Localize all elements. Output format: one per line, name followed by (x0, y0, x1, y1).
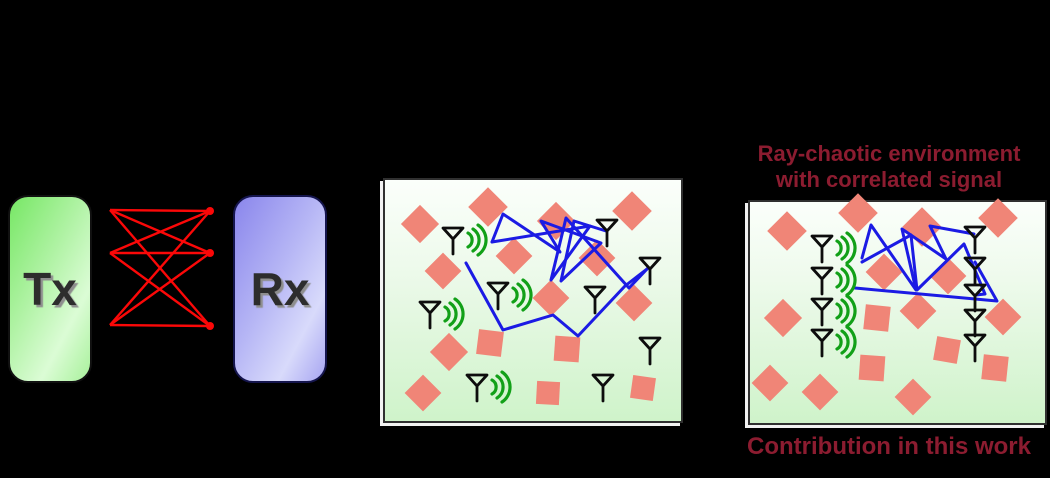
scatterer-diamond (984, 298, 1022, 336)
antenna-transmit-icon (810, 234, 834, 264)
signal-waves-icon (466, 231, 474, 249)
signal-waves-icon (476, 223, 488, 257)
scatterer-diamond (429, 332, 469, 372)
mimo-link-line (109, 208, 211, 213)
scatterer-diamond (404, 374, 442, 412)
scatterer-square (863, 304, 891, 332)
signal-waves-icon (511, 286, 519, 304)
rx-box: Rx (233, 195, 327, 383)
scatterer-diamond (763, 298, 803, 338)
mimo-arrowhead (206, 322, 214, 330)
signal-waves-icon (845, 263, 857, 297)
scatterer-diamond (495, 237, 533, 275)
mimo-link-line (109, 210, 211, 326)
rx-label: Rx (250, 263, 310, 315)
scatterer-square (476, 329, 504, 357)
signal-waves-icon (500, 370, 512, 404)
mimo-arrowhead (206, 249, 214, 257)
signal-waves-icon (845, 294, 857, 328)
antenna-transmit-icon (810, 266, 834, 296)
mimo-link-line (109, 323, 211, 328)
title-line-2: with correlated signal (775, 167, 1003, 192)
signal-waves-icon (453, 297, 465, 331)
antenna-icon (638, 256, 662, 286)
antenna-transmit-icon (441, 226, 465, 256)
scatterer-square (553, 335, 581, 363)
ray-path (853, 260, 999, 303)
scatterer-diamond (615, 284, 653, 322)
scatterer-diamond (400, 204, 440, 244)
ray-path (490, 216, 650, 290)
antenna-icon (963, 225, 987, 255)
scatterer-square (981, 354, 1009, 382)
scatterer-square (535, 380, 561, 406)
scatterer-diamond (532, 279, 570, 317)
signal-waves-icon (835, 271, 843, 289)
scatterer-square (933, 336, 961, 364)
signal-waves-icon (835, 239, 843, 257)
signal-waves-icon (840, 235, 850, 261)
signal-waves-icon (845, 325, 857, 359)
tx-box: Tx (8, 195, 92, 383)
ray-path (860, 223, 976, 292)
signal-waves-icon (840, 329, 850, 355)
scatterer-square (858, 354, 886, 382)
scatterer-diamond (838, 193, 878, 233)
scatterer-diamond (929, 257, 967, 295)
ray-path (490, 212, 608, 283)
scatterer-diamond (612, 191, 652, 231)
ray-path (860, 233, 987, 297)
tx-label: Tx (23, 263, 77, 315)
scatterer-diamond (801, 373, 839, 411)
antenna-icon (591, 373, 615, 403)
mimo-arrowhead (206, 207, 214, 215)
antenna-icon (963, 283, 987, 313)
scatterer-diamond (767, 211, 807, 251)
antenna-icon (963, 333, 987, 363)
scatterer-diamond (978, 198, 1018, 238)
signal-waves-icon (840, 298, 850, 324)
antenna-icon (638, 336, 662, 366)
antenna-transmit-icon (810, 328, 834, 358)
signal-waves-icon (840, 267, 850, 293)
mimo-link-line (109, 209, 211, 255)
scatterer-diamond (865, 253, 903, 291)
antenna-transmit-icon (418, 300, 442, 330)
antenna-icon (963, 256, 987, 286)
antenna-icon (963, 308, 987, 338)
scatterer-diamond (424, 252, 462, 290)
scatterer-diamond (468, 187, 508, 227)
scatterer-diamond (751, 364, 789, 402)
signal-waves-icon (516, 282, 526, 308)
ray-path (464, 261, 649, 338)
scatterer-square (630, 375, 656, 401)
title-line-1: Ray-chaotic environment (757, 141, 1021, 166)
antenna-icon (595, 218, 619, 248)
contribution-caption: Contribution in this work (747, 433, 1031, 460)
scatterer-diamond (899, 292, 937, 330)
antenna-transmit-icon (465, 373, 489, 403)
signal-waves-icon (443, 305, 451, 323)
scatterer-diamond (578, 239, 616, 277)
antenna-transmit-icon (486, 281, 510, 311)
signal-waves-icon (471, 227, 481, 253)
signal-waves-icon (835, 333, 843, 351)
scatterer-diamond (894, 378, 932, 416)
antenna-transmit-icon (810, 297, 834, 327)
signal-waves-icon (521, 278, 533, 312)
antenna-icon (583, 285, 607, 315)
mimo-link-line (109, 252, 211, 326)
right-panel-title: Ray-chaotic environment with correlated … (728, 141, 1050, 193)
signal-waves-icon (490, 378, 498, 396)
signal-waves-icon (835, 302, 843, 320)
signal-waves-icon (845, 231, 857, 265)
signal-waves-icon (448, 301, 458, 327)
signal-waves-icon (495, 374, 505, 400)
